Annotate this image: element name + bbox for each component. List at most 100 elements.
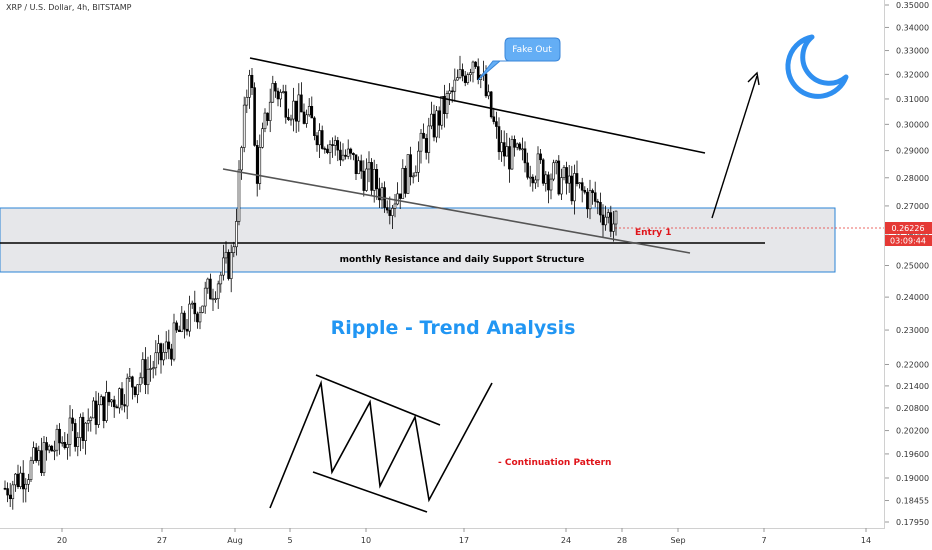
candle-body xyxy=(253,87,256,146)
candle-body xyxy=(193,302,197,315)
candle-body xyxy=(396,193,399,205)
candle-body xyxy=(437,110,441,126)
candle-body xyxy=(232,246,236,253)
y-tick-label: 0.18455 xyxy=(896,497,929,506)
candle-body xyxy=(560,177,563,195)
candle-body xyxy=(591,190,594,194)
candle-body xyxy=(279,92,282,100)
zone-label: monthly Resistance and daily Support Str… xyxy=(340,255,585,265)
candle-body xyxy=(263,112,267,130)
candle-body xyxy=(89,417,93,421)
candle-body xyxy=(474,61,477,67)
candle-body xyxy=(118,388,121,409)
candle-body xyxy=(276,90,280,100)
candle-body xyxy=(63,442,67,448)
candle-body xyxy=(427,125,431,153)
candle-body xyxy=(32,447,35,461)
candle-body xyxy=(47,445,51,451)
candle-body xyxy=(55,428,59,451)
candle-body xyxy=(534,179,537,184)
x-tick-label: 7 xyxy=(761,536,766,545)
candle-body xyxy=(68,417,72,445)
candle-body xyxy=(505,146,509,157)
candle-body xyxy=(422,132,425,139)
entry-label: Entry 1 xyxy=(635,228,672,238)
candle-body xyxy=(565,167,568,184)
candle-body xyxy=(385,207,389,211)
candle-body xyxy=(448,90,451,94)
candle-body xyxy=(359,160,363,172)
up-arrow xyxy=(711,71,760,219)
candle-body xyxy=(105,392,108,422)
candle-body xyxy=(227,251,230,279)
candle-body xyxy=(79,416,82,438)
fake-out-callout: Fake Out xyxy=(477,37,561,81)
candle-body xyxy=(162,352,165,361)
candle-body xyxy=(583,189,587,193)
candle-body xyxy=(528,176,532,179)
channel-lower-line xyxy=(222,168,691,254)
candle-body xyxy=(580,182,584,191)
y-tick-label: 0.34000 xyxy=(896,23,929,32)
candle-body xyxy=(487,91,490,97)
candle-body xyxy=(515,143,519,148)
candle-body xyxy=(3,487,7,490)
candle-body xyxy=(216,283,220,299)
candle-body xyxy=(380,187,384,201)
candle-body xyxy=(196,313,199,323)
y-tick-label: 0.20800 xyxy=(896,404,929,413)
candle-body xyxy=(388,209,392,216)
candle-body xyxy=(456,77,459,81)
candle-body xyxy=(315,135,319,146)
candle-body xyxy=(211,298,215,301)
candle-body xyxy=(523,148,527,164)
candle-body xyxy=(128,376,132,379)
candle-body xyxy=(370,162,373,191)
candle-body xyxy=(151,367,155,370)
candle-body xyxy=(393,203,397,209)
candle-body xyxy=(573,173,576,202)
candle-body xyxy=(440,96,444,126)
candle-body xyxy=(346,148,350,157)
candle-body xyxy=(593,192,597,202)
candle-body xyxy=(92,400,95,419)
candle-body xyxy=(84,422,87,441)
candle-body xyxy=(261,128,264,148)
candle-body xyxy=(484,73,488,97)
candle-body xyxy=(292,100,295,120)
candle-body xyxy=(463,75,467,83)
candle-body xyxy=(562,167,566,178)
x-tick-label: 5 xyxy=(287,536,292,545)
candle-body xyxy=(544,174,548,184)
candle-body xyxy=(586,191,589,210)
candle-body xyxy=(578,182,581,185)
candle-body xyxy=(224,251,228,259)
candle-body xyxy=(526,162,529,178)
candlestick-series xyxy=(3,55,618,510)
candle-body xyxy=(209,278,212,300)
candle-body xyxy=(8,494,12,500)
y-tick-label: 0.20200 xyxy=(896,427,929,436)
candle-body xyxy=(107,392,111,403)
y-tick-label: 0.32000 xyxy=(896,70,929,79)
candle-body xyxy=(185,328,189,332)
candle-body xyxy=(458,69,462,78)
price-axis[interactable]: 0.35000 0.34000 0.33000 0.32000 0.31000 0.300… xyxy=(885,1,929,527)
candle-body xyxy=(552,162,555,180)
y-tick-label: 0.27000 xyxy=(896,202,929,211)
candle-body xyxy=(375,169,379,190)
candle-body xyxy=(502,142,506,157)
candle-body xyxy=(531,176,535,184)
candle-body xyxy=(245,96,249,106)
candle-body xyxy=(141,359,145,379)
time-axis[interactable]: 20 27 Aug 5 10 17 24 28 Sep 7 14 xyxy=(57,528,871,545)
candle-body xyxy=(274,83,277,92)
candle-body xyxy=(378,188,381,201)
candle-body xyxy=(372,169,376,191)
chart-title: Ripple - Trend Analysis xyxy=(331,317,576,339)
candle-body xyxy=(497,126,501,153)
candle-body xyxy=(547,174,550,191)
candle-body xyxy=(513,139,516,148)
candle-body xyxy=(391,208,394,216)
